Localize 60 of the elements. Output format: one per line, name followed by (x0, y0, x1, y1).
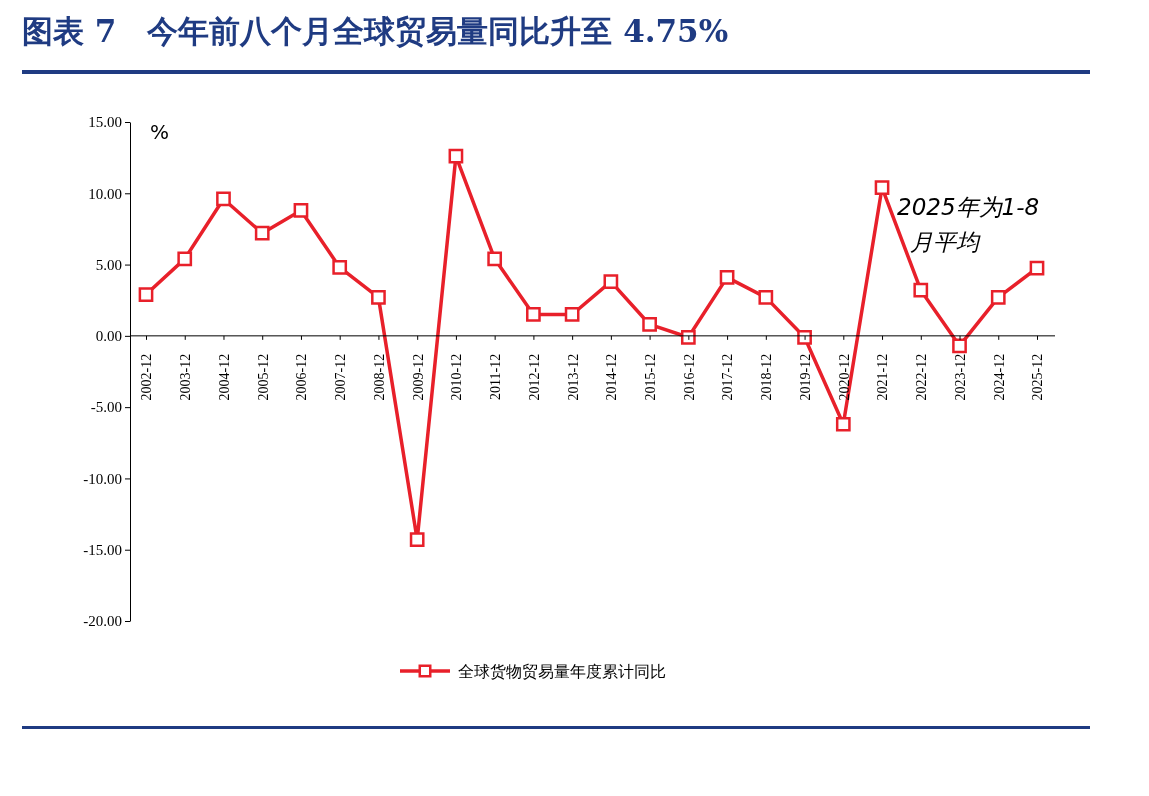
y-tick-label: 10.00 (88, 185, 122, 202)
x-tick-label: 2012-12 (526, 353, 542, 401)
x-tick-label: 2002-12 (139, 353, 155, 401)
point (293, 203, 309, 218)
x-tick-label: 2018-12 (759, 353, 775, 401)
y-tick-label: 5.00 (95, 256, 122, 273)
x-tick-label: 2021-12 (875, 353, 891, 401)
point (913, 282, 929, 298)
point (487, 251, 503, 267)
x-tick-label: 2015-12 (643, 353, 659, 401)
y-axis-title: % (150, 120, 170, 144)
x-tick-label: 2005-12 (255, 353, 271, 401)
point (835, 416, 851, 432)
x-tick-label: 2023-12 (952, 353, 968, 401)
y-tick-label: -5.00 (90, 399, 122, 416)
point (216, 191, 231, 207)
x-tick-label: 2019-12 (797, 353, 813, 401)
point (642, 317, 657, 332)
point (177, 251, 193, 267)
x-tick-label: 2025-12 (1030, 353, 1046, 401)
point (990, 289, 1006, 305)
x-tick-label: 2008-12 (371, 353, 387, 401)
point (797, 329, 812, 345)
x-tick-label: 2013-12 (565, 353, 581, 401)
x-tick-label: 2003-12 (178, 353, 194, 401)
point (719, 270, 735, 285)
x-tick-label: 2009-12 (410, 353, 426, 401)
y-tick-label: 15.00 (88, 114, 122, 131)
legend-label: 全球货物贸易量年度累计同比 (458, 662, 666, 681)
x-tick-label: 2011-12 (488, 353, 504, 401)
x-tick-label: 2024-12 (991, 353, 1007, 401)
x-tick-label: 2022-12 (914, 353, 930, 401)
point (952, 338, 967, 354)
y-tick-label: -15.00 (83, 542, 122, 559)
annotation: 2025年为1-8月平均 (897, 194, 1040, 255)
x-tick-label: 2007-12 (333, 353, 349, 401)
x-tick-label: 2017-12 (720, 353, 736, 401)
point (254, 225, 270, 241)
point (332, 260, 348, 275)
point (758, 289, 774, 305)
chart-title: 图表 7 今年前八个月全球贸易量同比升至 4.75% (22, 13, 729, 49)
point (409, 532, 425, 548)
x-tick-label: 2004-12 (216, 353, 232, 401)
point (564, 307, 580, 322)
point (874, 180, 890, 195)
y-tick-label: -20.00 (83, 613, 122, 630)
x-tick-label: 2010-12 (449, 353, 465, 401)
point (448, 148, 464, 164)
point (1029, 260, 1045, 276)
x-tick-label: 2006-12 (294, 353, 310, 401)
x-tick-label: 2020-12 (836, 353, 852, 401)
x-tick-label: 2016-12 (681, 353, 697, 401)
point (371, 289, 386, 305)
point (138, 287, 154, 302)
point (526, 307, 541, 322)
point (680, 329, 696, 345)
x-tick-label: 2014-12 (604, 353, 620, 401)
y-tick-label: -10.00 (83, 470, 122, 487)
point (603, 274, 619, 290)
y-tick-label: 0.00 (95, 328, 122, 345)
